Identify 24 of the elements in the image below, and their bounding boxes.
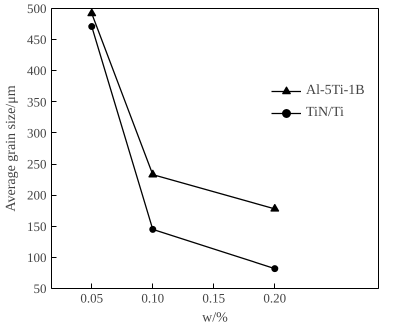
y-tick-label: 350 [27,94,46,110]
y-axis-title: Average grain size/μm [4,85,19,212]
legend-label: TiN/Ti [306,105,344,121]
point [148,170,158,178]
point [271,265,278,272]
point [149,226,156,233]
y-tick-label: 500 [27,1,46,16]
y-tick-label: 50 [34,281,46,296]
y-tick-label: 150 [27,218,46,234]
x-tick-label: 0.20 [263,290,286,306]
y-tick-label: 100 [27,250,46,265]
y-tick-label: 200 [27,188,46,203]
y-tick-label: 400 [27,63,46,78]
point [270,204,280,212]
x-tick-label: 0.10 [141,290,164,306]
x-tick-label: 0.05 [80,290,104,306]
y-tick-label: 300 [27,125,46,140]
point [88,23,96,30]
y-tick-label: 450 [27,32,46,48]
x-tick-label: 0.15 [202,290,226,306]
x-axis-title: w/% [202,310,228,326]
y-tick-label: 250 [27,156,46,172]
legend-label: Al-5Ti-1B [306,83,365,99]
point [87,8,96,16]
